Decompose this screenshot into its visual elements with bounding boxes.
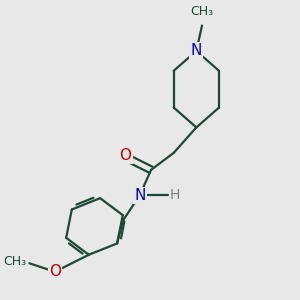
Text: N: N — [191, 44, 202, 59]
Text: CH₃: CH₃ — [3, 255, 26, 268]
Text: O: O — [49, 264, 61, 279]
Text: CH₃: CH₃ — [190, 5, 214, 18]
Text: O: O — [120, 148, 132, 163]
Text: N: N — [134, 188, 146, 203]
Text: H: H — [170, 188, 180, 202]
